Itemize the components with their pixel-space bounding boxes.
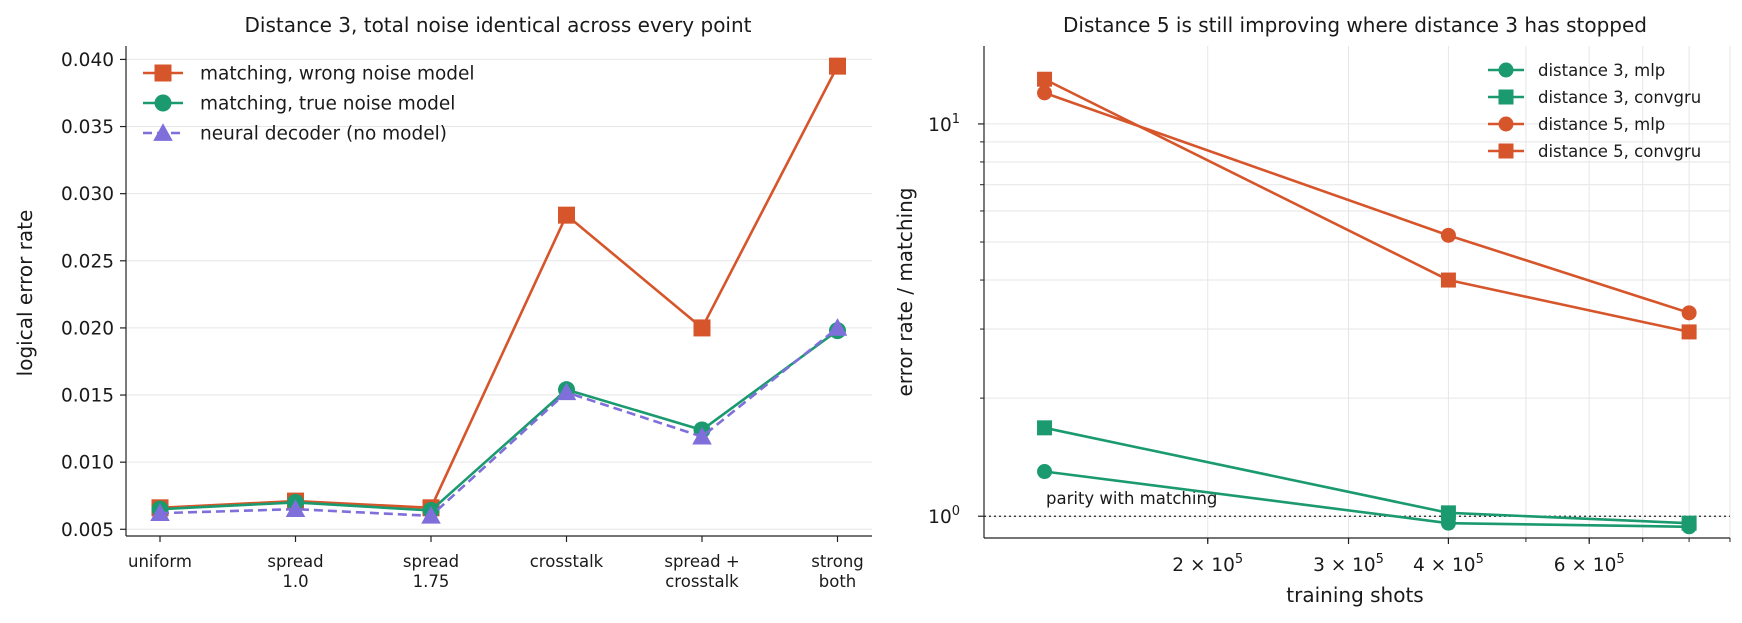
data-point	[1681, 324, 1697, 340]
right-ticks: 2 × 105 3 × 105 4 × 105 6 × 105 100 101	[928, 112, 1731, 576]
y-tick-label: 101	[928, 112, 960, 136]
data-point	[1440, 227, 1456, 243]
x-category-label: spread + crosstalk	[664, 552, 739, 591]
right-series	[1037, 71, 1697, 535]
left-x-category-labels: uniform spread 1.0 spread 1.75 crosstalk sprea…	[128, 536, 864, 591]
y-tick-label: 0.030	[61, 184, 114, 205]
left-gridlines	[126, 58, 872, 530]
series-circle	[1037, 85, 1697, 321]
data-point	[1681, 305, 1697, 321]
y-tick-label: 0.035	[61, 117, 114, 138]
right-axes	[983, 46, 1730, 539]
data-point	[1440, 272, 1456, 288]
legend-label: matching, wrong noise model	[200, 64, 475, 85]
left-y-ticks: 0.005 0.010 0.015 0.020 0.025 0.030 0.035 0.040	[61, 50, 126, 541]
legend-marker	[1498, 89, 1514, 105]
data-point	[1037, 71, 1053, 87]
y-tick-label: 100	[928, 504, 960, 528]
legend-label: matching, true noise model	[200, 94, 455, 115]
x-tick-label: 2 × 105	[1172, 552, 1243, 576]
x-category-label: strong both	[811, 552, 864, 591]
x-category-label: crosstalk	[530, 552, 604, 571]
data-point	[692, 426, 712, 445]
data-point	[1037, 464, 1053, 480]
y-tick-label: 0.010	[61, 453, 114, 474]
legend-label: distance 5, mlp	[1538, 115, 1665, 134]
series-line	[159, 65, 839, 510]
series-line	[159, 326, 839, 518]
legend-label: distance 5, convgru	[1538, 142, 1701, 161]
right-x-axis-label: training shots	[1286, 583, 1423, 607]
series-line	[1044, 426, 1690, 525]
right-legend: distance 3, mlp distance 3, convgru distan…	[1488, 61, 1701, 161]
data-point	[556, 382, 577, 401]
data-point	[150, 503, 170, 521]
x-tick-label: 4 × 105	[1413, 552, 1484, 576]
left-y-axis-label: logical error rate	[13, 210, 37, 377]
left-chart-title: Distance 3, total noise identical across…	[244, 13, 751, 37]
y-tick-label: 0.005	[61, 520, 114, 541]
legend-marker	[1498, 143, 1514, 159]
y-tick-label: 0.015	[61, 386, 114, 407]
series-line	[159, 329, 839, 512]
y-tick-label: 0.020	[61, 318, 114, 339]
x-category-label: uniform	[128, 552, 192, 571]
legend-marker	[1498, 62, 1514, 78]
data-point	[827, 318, 848, 336]
data-point	[829, 57, 846, 75]
data-point	[558, 206, 575, 224]
legend-marker	[154, 94, 172, 112]
x-category-label: spread 1.75	[403, 552, 459, 591]
y-tick-label: 0.040	[61, 50, 114, 71]
left-axes	[125, 46, 872, 537]
data-point	[285, 499, 306, 517]
x-tick-label: 6 × 105	[1554, 552, 1625, 576]
right-reference-line: parity with matching	[984, 489, 1730, 517]
legend-label: distance 3, convgru	[1538, 88, 1701, 107]
data-point	[1037, 420, 1053, 436]
data-point	[421, 506, 441, 524]
left-chart: Distance 3, total noise identical across…	[13, 13, 872, 591]
x-tick-label: 3 × 105	[1313, 552, 1384, 576]
legend-marker	[153, 123, 173, 141]
legend-label: distance 3, mlp	[1538, 61, 1665, 80]
parity-label: parity with matching	[1046, 489, 1217, 508]
data-point	[1440, 505, 1456, 521]
legend-marker	[1498, 116, 1514, 132]
x-category-label: spread 1.0	[267, 552, 323, 591]
right-chart-title: Distance 5 is still improving where dist…	[1063, 13, 1647, 37]
series-circle	[151, 322, 846, 519]
left-legend: matching, wrong noise model matching, tru…	[143, 64, 475, 145]
right-chart: Distance 5 is still improving where dist…	[893, 13, 1731, 607]
legend-label: neural decoder (no model)	[200, 124, 447, 145]
series-square	[1037, 71, 1697, 340]
data-point	[1037, 85, 1053, 101]
y-tick-label: 0.025	[61, 251, 114, 272]
data-point	[693, 319, 711, 337]
right-y-axis-label: error rate / matching	[893, 187, 917, 396]
legend-marker	[154, 64, 172, 82]
series-square	[1037, 420, 1697, 531]
data-point	[1681, 515, 1697, 531]
left-series	[150, 57, 848, 524]
series-triangle	[150, 318, 848, 524]
